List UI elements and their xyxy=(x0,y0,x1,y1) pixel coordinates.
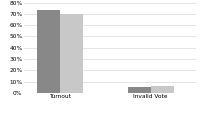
Bar xyxy=(37,10,60,93)
Bar xyxy=(128,87,151,93)
Bar xyxy=(151,86,174,93)
Bar xyxy=(60,14,83,93)
